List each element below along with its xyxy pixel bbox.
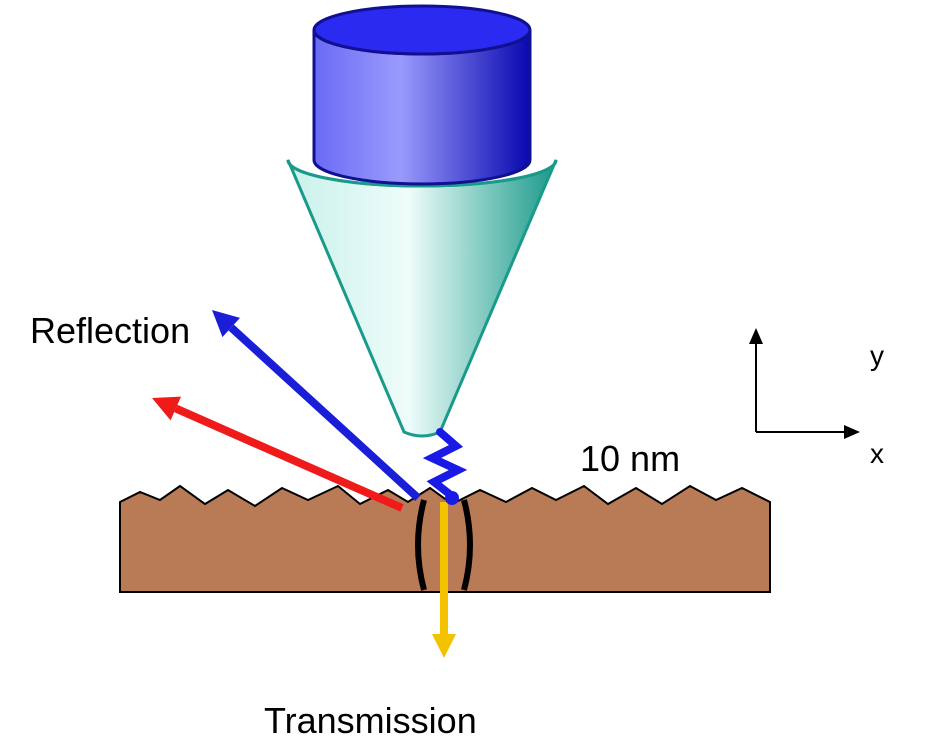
reflection-label: Reflection xyxy=(30,310,190,352)
transmission-label: Transmission xyxy=(264,700,477,742)
coordinate-axes xyxy=(749,328,860,439)
probe-cone xyxy=(288,160,556,436)
diagram-svg xyxy=(0,0,931,752)
axis-y-label: y xyxy=(870,340,884,372)
probe-cylinder xyxy=(314,6,530,184)
diagram-stage: Reflection Transmission 10 nm y x xyxy=(0,0,931,752)
axis-x-label: x xyxy=(870,438,884,470)
gap-distance-label: 10 nm xyxy=(580,438,680,480)
